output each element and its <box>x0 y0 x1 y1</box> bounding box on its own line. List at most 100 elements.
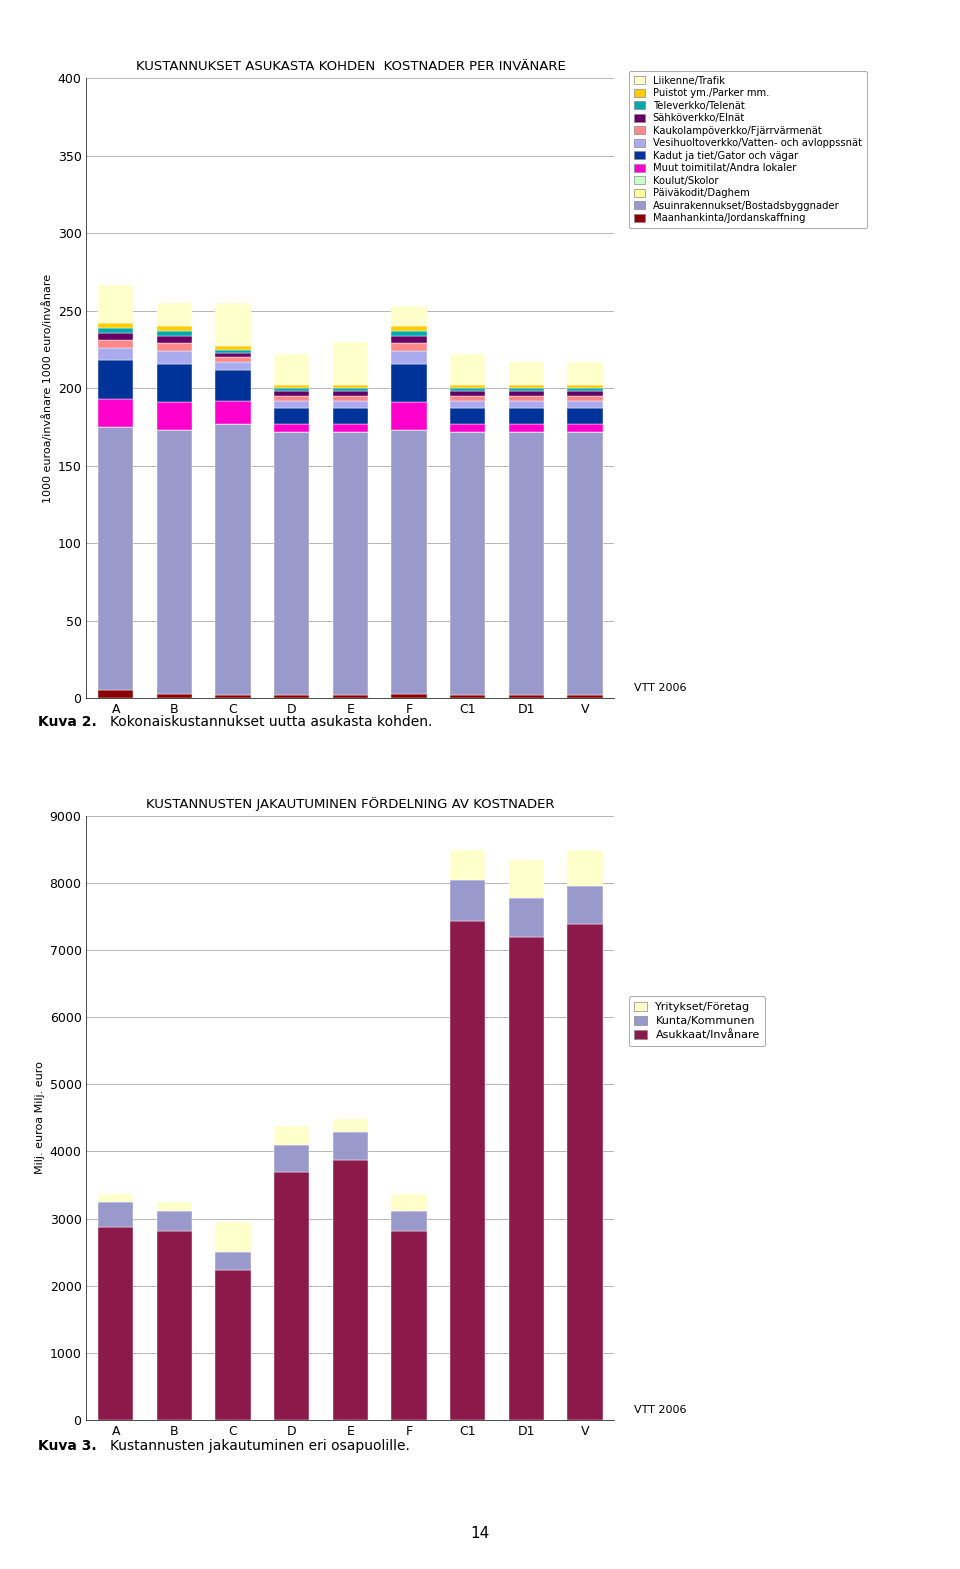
Bar <box>98 361 133 399</box>
Text: VTT 2006: VTT 2006 <box>634 684 686 693</box>
Bar <box>509 395 544 400</box>
Text: VTT 2006: VTT 2006 <box>634 1406 686 1415</box>
Bar <box>275 1145 309 1172</box>
Bar <box>275 1127 309 1145</box>
Bar <box>215 370 251 400</box>
Bar <box>98 1227 133 1420</box>
Text: Kokonaiskustannukset uutta asukasta kohden.: Kokonaiskustannukset uutta asukasta kohd… <box>110 715 433 730</box>
Bar <box>98 284 133 323</box>
Bar <box>392 336 426 344</box>
Text: Kuva 3.: Kuva 3. <box>38 1439 97 1453</box>
Bar <box>450 424 486 431</box>
Bar <box>156 326 192 331</box>
Bar <box>567 388 603 391</box>
Bar <box>156 1202 192 1211</box>
Bar <box>392 364 426 402</box>
Bar <box>215 350 251 353</box>
Bar <box>215 695 251 698</box>
Bar <box>215 424 251 695</box>
Bar <box>450 400 486 408</box>
Bar <box>156 351 192 364</box>
Bar <box>333 1159 368 1420</box>
Bar <box>215 347 251 350</box>
Bar <box>156 303 192 326</box>
Bar <box>392 693 426 698</box>
Bar <box>333 431 368 695</box>
Bar <box>450 391 486 395</box>
Bar <box>392 344 426 351</box>
Bar <box>333 395 368 400</box>
Bar <box>392 1211 426 1230</box>
Bar <box>275 695 309 698</box>
Bar <box>450 850 486 880</box>
Bar <box>156 344 192 351</box>
Bar <box>509 386 544 388</box>
Bar <box>509 400 544 408</box>
Bar <box>567 400 603 408</box>
Bar <box>275 395 309 400</box>
Bar <box>509 362 544 386</box>
Bar <box>215 1222 251 1252</box>
Bar <box>98 427 133 690</box>
Text: Kuva 2.: Kuva 2. <box>38 715 97 730</box>
Bar <box>567 424 603 431</box>
Bar <box>567 395 603 400</box>
Bar <box>509 391 544 395</box>
Bar <box>333 695 368 698</box>
Bar <box>156 331 192 336</box>
Bar <box>215 1271 251 1420</box>
Bar <box>98 328 133 333</box>
Bar <box>450 921 486 1420</box>
Bar <box>333 391 368 395</box>
Bar <box>392 1194 426 1211</box>
Bar <box>392 1230 426 1420</box>
Bar <box>275 391 309 395</box>
Bar <box>275 408 309 424</box>
Bar <box>215 1252 251 1271</box>
Bar <box>450 695 486 698</box>
Bar <box>333 408 368 424</box>
Bar <box>567 408 603 424</box>
Bar <box>567 885 603 924</box>
Bar <box>98 340 133 348</box>
Bar <box>450 355 486 386</box>
Bar <box>567 362 603 386</box>
Bar <box>509 937 544 1420</box>
Bar <box>215 362 251 370</box>
Bar <box>392 331 426 336</box>
Bar <box>509 899 544 937</box>
Bar <box>215 303 251 347</box>
Bar <box>509 424 544 431</box>
Bar <box>392 430 426 693</box>
Bar <box>509 431 544 695</box>
Bar <box>450 395 486 400</box>
Bar <box>275 1172 309 1420</box>
Bar <box>450 388 486 391</box>
Bar <box>98 399 133 427</box>
Bar <box>333 1131 368 1159</box>
Bar <box>567 850 603 885</box>
Bar <box>392 326 426 331</box>
Bar <box>450 408 486 424</box>
Bar <box>509 388 544 391</box>
Bar <box>275 355 309 386</box>
Bar <box>275 388 309 391</box>
Bar <box>333 342 368 386</box>
Bar <box>333 424 368 431</box>
Bar <box>156 402 192 430</box>
Bar <box>275 424 309 431</box>
Bar <box>333 388 368 391</box>
Bar <box>156 364 192 402</box>
Bar <box>392 402 426 430</box>
Bar <box>275 386 309 388</box>
Bar <box>156 693 192 698</box>
Bar <box>567 391 603 395</box>
Bar <box>215 358 251 362</box>
Y-axis label: 1000 euroa/invånare 1000 euro/invånare: 1000 euroa/invånare 1000 euro/invånare <box>42 273 54 504</box>
Bar <box>509 860 544 899</box>
Bar <box>567 695 603 698</box>
Bar <box>450 431 486 695</box>
Bar <box>567 431 603 695</box>
Bar <box>333 400 368 408</box>
Bar <box>215 400 251 424</box>
